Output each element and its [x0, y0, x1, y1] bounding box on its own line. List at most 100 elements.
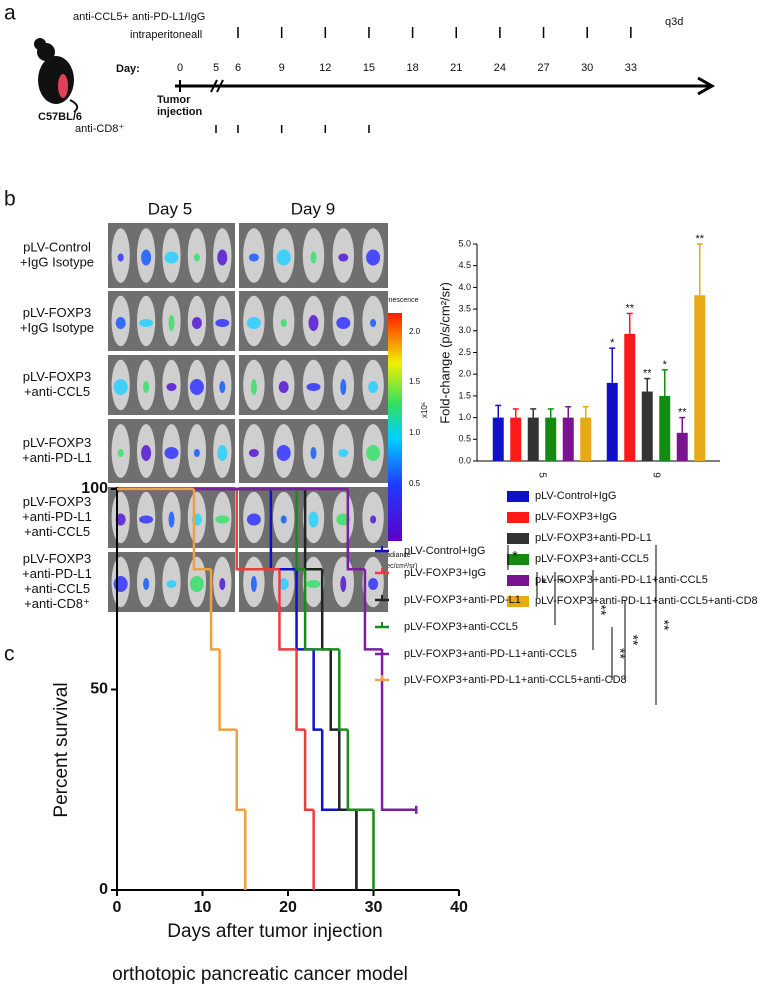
significance: *	[559, 575, 565, 591]
signal	[308, 511, 319, 528]
y-tick-label: 0	[99, 881, 108, 898]
day-number: 15	[363, 62, 375, 74]
signal	[219, 578, 226, 590]
colorbar-title: Luminescence	[373, 297, 418, 304]
significance: **	[678, 407, 687, 419]
signal	[217, 445, 228, 461]
y-tick-label: 1.5	[458, 390, 471, 400]
timeline-arrow	[697, 76, 716, 96]
significance: **	[625, 635, 641, 646]
x-tick-label: 0	[113, 899, 122, 916]
signal	[306, 580, 321, 588]
colorbar	[388, 313, 402, 541]
survival-step	[338, 649, 348, 731]
row-label: pLV-Control	[23, 239, 91, 254]
row-label: +anti-CCL5	[24, 524, 90, 539]
signal	[276, 445, 291, 461]
bar	[659, 395, 671, 461]
significance: *	[610, 337, 615, 349]
legend-swatch	[507, 596, 529, 607]
column-header: Day 9	[291, 199, 335, 218]
y-tick-label: 2.5	[458, 347, 471, 357]
signal	[250, 379, 257, 395]
signal	[215, 319, 230, 327]
bar	[676, 432, 688, 461]
row-label: pLV-FOXP3	[23, 494, 91, 509]
row-label: +IgG Isotype	[20, 254, 94, 269]
signal	[189, 379, 204, 395]
colorbar-tick: 1.0	[409, 428, 421, 437]
axis-break	[210, 79, 224, 93]
x-tick-label: 10	[194, 899, 212, 916]
legend-swatch	[507, 554, 529, 565]
signal	[113, 576, 128, 592]
signal	[219, 381, 226, 393]
y-tick-label: 0.0	[458, 455, 471, 465]
panel-label: b	[4, 188, 16, 211]
legend-label: pLV-FOXP3+anti-PD-L1+anti-CCL5	[535, 574, 708, 586]
day-number: 12	[319, 62, 331, 74]
signal	[308, 315, 319, 331]
legend-label: pLV-FOXP3+anti-PD-L1+anti-CCL5	[404, 648, 577, 660]
bar	[606, 382, 618, 461]
colorbar-tick: 2.0	[409, 327, 421, 336]
mouse-icon	[34, 38, 79, 113]
signal	[248, 449, 259, 457]
survival-step	[363, 569, 383, 651]
signal	[280, 319, 287, 327]
survival-step	[329, 649, 340, 731]
signal	[366, 445, 381, 461]
y-tick-label: 5.0	[458, 238, 471, 248]
signal	[217, 249, 228, 266]
signal	[368, 381, 379, 393]
row-label: +anti-CCL5	[24, 384, 90, 399]
signal	[276, 249, 291, 266]
significance: **	[625, 302, 634, 314]
legend-swatch	[507, 533, 529, 544]
signal	[141, 249, 152, 266]
signal	[193, 449, 200, 457]
legend-label: pLV-FOXP3+anti-PD-L1+anti-CCL5+anti-CD8	[535, 595, 758, 607]
signal	[117, 253, 124, 262]
signal	[246, 317, 261, 329]
day-number: 18	[406, 62, 418, 74]
signal	[278, 578, 289, 590]
significance: **	[643, 367, 652, 379]
signal	[248, 253, 259, 262]
panel-label: c	[4, 643, 15, 666]
survival-step	[209, 569, 220, 651]
colorbar-scale: x10⁶	[420, 402, 429, 418]
row-label: pLV-FOXP3	[23, 551, 91, 566]
signal	[338, 449, 349, 457]
signal	[143, 381, 150, 393]
survival-step	[346, 489, 365, 571]
legend-label: pLV-FOXP3+anti-CCL5	[535, 553, 649, 565]
colorbar-unit: (p/sec/cm²/sr)	[375, 563, 418, 570]
signal	[191, 317, 202, 329]
survival-step	[303, 729, 314, 812]
legend-label: pLV-FOXP3+anti-PD-L1+anti-CCL5+anti-CD8	[404, 674, 627, 686]
day-number: 5	[213, 62, 219, 74]
significance: *	[541, 575, 547, 591]
signal	[310, 447, 317, 459]
signal	[113, 379, 128, 395]
y-tick-label: 100	[81, 480, 108, 497]
survival-step	[278, 569, 297, 651]
signal	[115, 513, 126, 526]
legend-label: pLV-FOXP3+anti-CCL5	[404, 621, 518, 633]
row-label: pLV-FOXP3	[23, 305, 91, 320]
row-label: pLV-FOXP3	[23, 369, 91, 384]
signal	[340, 379, 347, 395]
survival-step	[380, 649, 417, 812]
signal	[139, 515, 154, 524]
survival-step	[218, 649, 237, 731]
cd8-label: anti-CD8⁺	[75, 123, 124, 135]
bar	[545, 417, 557, 461]
significance: **	[656, 620, 672, 631]
day-number: 0	[177, 62, 183, 74]
signal	[250, 576, 257, 592]
survival-step	[303, 569, 340, 651]
signal	[166, 580, 177, 588]
x-tick-label: 40	[450, 899, 468, 916]
signal	[215, 515, 230, 524]
